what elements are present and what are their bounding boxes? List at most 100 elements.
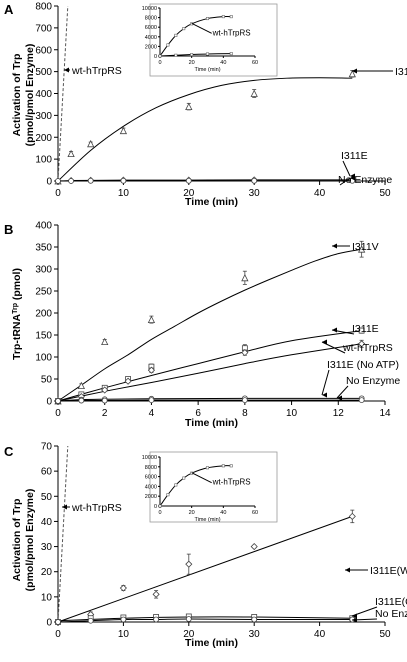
panel-B: B 0 2 4 6 8 10 12 14 0 50 100 150 200 250 300 350 400 Time… [4,221,400,430]
data-point [148,397,155,404]
inset-series-1-point [229,52,233,56]
data-point [101,397,108,404]
y-tick-label: 200 [35,133,52,144]
annotation-2: I311E [341,150,368,179]
x-tick-label: 4 [149,408,155,419]
y-tick-label: 700 [35,23,52,34]
inset-series-0-point [206,466,210,470]
data-point [358,327,365,334]
x-tick-label: 40 [314,188,326,199]
y-tick-label: 0 [46,177,52,188]
annotation-1: I311V [352,66,407,78]
y-axis-label-superscript: Trp [12,303,19,314]
annotation-label: I311E [341,150,368,162]
y-tick-label: 250 [35,287,52,298]
annotation-0: wt-hTrpRS [62,502,122,514]
annotation-label: No Enzyme [338,174,392,186]
inset-x-tick-label: 40 [220,60,226,66]
arrowhead [345,567,350,573]
panel-2-inset: 0 20 40 60 0 2000 4000 6000 8000 10000 Time (min) w… [142,451,278,523]
data-point [250,89,258,97]
inset-y-tick-label: 8000 [145,465,157,471]
inset-y-tick-label: 2000 [145,44,157,50]
inset-y-tick-label: 2000 [145,494,157,500]
inset-series-1-point [158,54,162,58]
panel-label: B [4,222,13,237]
annotation-3: I311E (No ATP) [321,359,399,398]
x-tick-label: 10 [118,629,130,640]
annotation-arrow [336,385,349,399]
inset-x-tick-label: 60 [252,60,258,66]
x-tick-label: 50 [379,629,391,640]
annotation-arrow [342,160,351,177]
data-point [119,584,127,592]
annotation-arrow [339,177,351,186]
x-tick-label: 50 [379,188,391,199]
data-point [358,340,366,348]
y-tick-label: 70 [41,442,53,453]
data-point [348,69,356,78]
inset-y-tick-label: 6000 [145,475,157,481]
data-point [87,139,95,148]
inset-series-0-point [206,17,210,21]
arrowhead [352,617,357,623]
y-axis-label: (pmol/pmol Enzyme) [24,44,36,147]
inset-x-axis-label: Time (min) [194,517,220,523]
inset-x-tick-label: 0 [158,510,161,516]
x-axis-label: Time (min) [185,637,238,649]
y-tick-label: 400 [35,221,52,232]
data-point [185,177,192,184]
y-tick-label: 100 [35,353,52,364]
y-tick-label: 600 [35,45,52,56]
x-tick-label: 12 [333,408,345,419]
annotation-label: No Enzyme [346,375,400,387]
annotation-0: I311V [332,241,379,253]
y-axis-label-part: Trp-tRNA [11,313,23,359]
annotation-4: No Enzyme [336,375,400,401]
data-point [241,397,248,404]
x-axis-label: Time (min) [185,196,238,208]
inset-annotation: wt-hTrpRS [212,28,251,37]
annotation-label: I311V [395,66,407,78]
data-point [87,617,94,624]
inset-series-0-point [174,33,178,37]
y-tick-label: 500 [35,67,52,78]
y-tick-label: 50 [41,492,53,503]
inset-y-tick-label: 8000 [145,16,157,22]
series-line-dashed [57,5,69,182]
inset-x-tick-label: 60 [252,510,258,516]
annotation-1: I311E(W.tRNA) [345,565,407,577]
inset-y-tick-label: 0 [154,504,157,510]
annotation-1: I311E [331,323,379,335]
inset-frame [149,451,278,523]
data-point [101,386,109,394]
panel-C: C 0 10 20 30 40 50 0 10 20 30 40 50 60 70 Time (min) Act… [4,442,407,650]
data-point [55,398,61,404]
series-0 [57,5,69,182]
series-0 [57,445,69,623]
inset-series-0-point [229,464,233,468]
data-point [250,543,258,551]
inset-y-tick-label: 4000 [145,484,157,490]
data-point [68,178,74,184]
inset-annotation-arrow [191,472,212,484]
inset-series-0-point [221,464,225,468]
inset-y-tick-label: 6000 [145,25,157,31]
data-point [185,616,192,622]
data-point [153,616,160,623]
inset-series-0-point [158,504,162,508]
annotation-label: I311V [352,241,379,253]
data-point [101,337,109,346]
inset-series-0-point [229,15,233,19]
inset-x-tick-label: 0 [158,60,161,66]
annotation-label: No Enzyme [375,608,407,620]
data-point [185,560,193,568]
inset-x-tick-label: 20 [189,510,195,516]
inset-x-axis-label: Time (min) [194,67,220,73]
arrowhead [337,395,342,401]
y-tick-label: 0 [46,397,52,408]
annotation-label: I311E(O.tRNA) [375,596,407,608]
arrowhead [322,392,327,398]
annotation-2: wt-hTrpRS [321,339,393,354]
y-tick-label: 60 [41,467,53,478]
